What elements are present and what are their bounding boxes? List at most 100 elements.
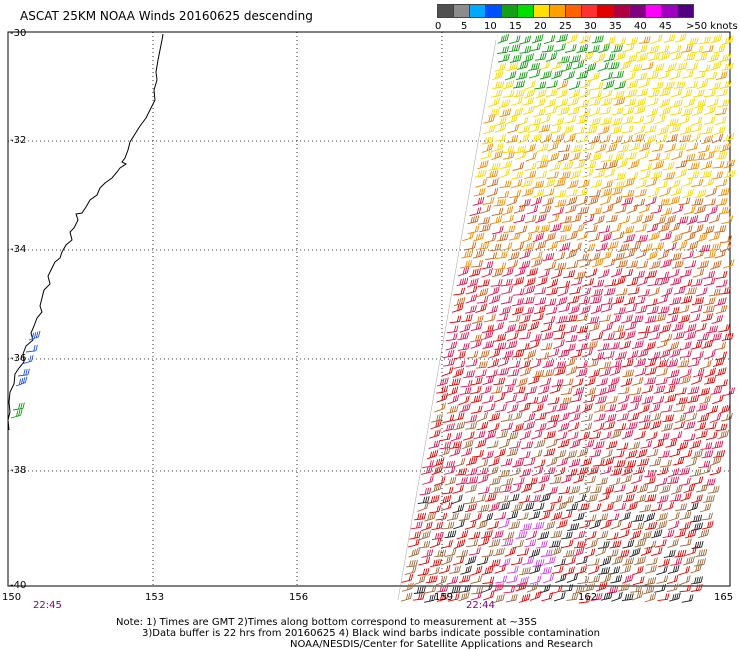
wind-barb <box>616 158 628 169</box>
wind-barb <box>591 35 604 44</box>
wind-barb <box>690 123 703 133</box>
wind-barb <box>473 430 486 440</box>
wind-barb <box>584 377 596 387</box>
wind-barb <box>527 225 540 234</box>
wind-barb <box>522 502 535 511</box>
wind-barb <box>554 234 567 243</box>
wind-barb <box>482 375 495 386</box>
wind-barb <box>669 348 681 358</box>
wind-barb <box>558 486 571 495</box>
wind-barb <box>544 98 556 109</box>
wind-barb <box>523 285 536 295</box>
wind-barb <box>506 196 518 207</box>
wind-barb <box>648 286 660 297</box>
wind-barb <box>514 145 527 154</box>
wind-barb <box>499 484 512 493</box>
wind-barb <box>556 402 569 412</box>
wind-barb <box>476 295 489 304</box>
wind-barb <box>602 502 614 512</box>
wind-barb <box>679 575 691 586</box>
wind-barb <box>667 467 680 478</box>
wind-barb <box>674 142 687 151</box>
wind-barb <box>630 63 643 72</box>
wind-barb <box>697 333 710 341</box>
wind-barb <box>666 314 679 324</box>
wind-barb <box>664 393 677 403</box>
wind-barb <box>512 241 525 252</box>
wind-barb <box>542 359 555 368</box>
wind-barb <box>696 483 708 493</box>
wind-barb <box>641 395 654 405</box>
wind-barb <box>520 233 533 244</box>
wind-barb <box>453 457 466 468</box>
wind-barb <box>447 394 460 405</box>
wind-barb <box>621 314 633 324</box>
wind-barb <box>645 270 657 279</box>
wind-barb <box>615 351 627 360</box>
wind-barb <box>660 333 673 343</box>
wind-barb <box>503 225 516 234</box>
wind-barb <box>486 466 499 476</box>
wind-barb <box>666 133 678 143</box>
wind-barb <box>434 402 446 413</box>
wind-barb <box>588 322 601 332</box>
wind-barb <box>704 349 716 360</box>
wind-barb <box>622 557 635 566</box>
wind-barb <box>520 522 532 532</box>
wind-barb <box>657 45 670 54</box>
wind-barb <box>718 323 730 333</box>
wind-barb <box>497 519 510 529</box>
wind-barb <box>568 458 581 468</box>
wind-barb <box>564 44 577 53</box>
wind-barb <box>691 374 703 385</box>
wind-barb <box>491 207 504 217</box>
wind-barb <box>632 576 645 586</box>
wind-barb <box>646 71 659 80</box>
wind-barb <box>625 304 638 313</box>
wind-barb <box>476 458 489 469</box>
wind-barb <box>556 33 568 43</box>
wind-barb <box>577 206 590 215</box>
wind-barb <box>456 277 469 287</box>
wind-barb <box>547 348 560 358</box>
wind-barb <box>622 369 635 378</box>
wind-barb <box>489 476 501 486</box>
wind-barb <box>569 54 582 64</box>
wind-barb <box>512 349 525 358</box>
wind-barb <box>580 457 593 467</box>
wind-barb <box>657 494 669 504</box>
wind-barb <box>410 521 423 530</box>
wind-barb <box>670 107 683 116</box>
wind-barb <box>678 565 690 576</box>
wind-barb <box>706 325 719 334</box>
wind-barb <box>439 494 452 505</box>
wind-barb <box>662 529 675 539</box>
wind-barb <box>645 177 658 188</box>
wind-barb <box>585 125 598 134</box>
wind-barb <box>606 240 619 250</box>
wind-barb <box>703 89 716 98</box>
wind-barb <box>679 125 692 135</box>
wind-barb <box>632 565 644 576</box>
wind-barb <box>633 296 646 305</box>
wind-barb <box>658 558 670 568</box>
wind-barb <box>599 465 612 475</box>
wind-barb <box>534 297 547 306</box>
wind-barb <box>555 315 568 324</box>
wind-barb <box>577 502 590 511</box>
wind-barb <box>436 385 449 394</box>
wind-barb <box>413 586 426 594</box>
wind-barb <box>621 574 634 584</box>
wind-barb <box>604 403 617 412</box>
wind-barb <box>550 511 563 521</box>
wind-barb <box>515 225 528 235</box>
wind-barb <box>694 99 707 109</box>
wind-barb <box>666 583 679 593</box>
wind-barb <box>701 520 714 530</box>
wind-barb <box>682 188 694 199</box>
wind-barb <box>583 243 596 253</box>
lat-label: -32 <box>10 135 27 146</box>
wind-barb <box>721 412 733 422</box>
wind-barb <box>715 178 728 188</box>
wind-barb <box>528 123 540 133</box>
